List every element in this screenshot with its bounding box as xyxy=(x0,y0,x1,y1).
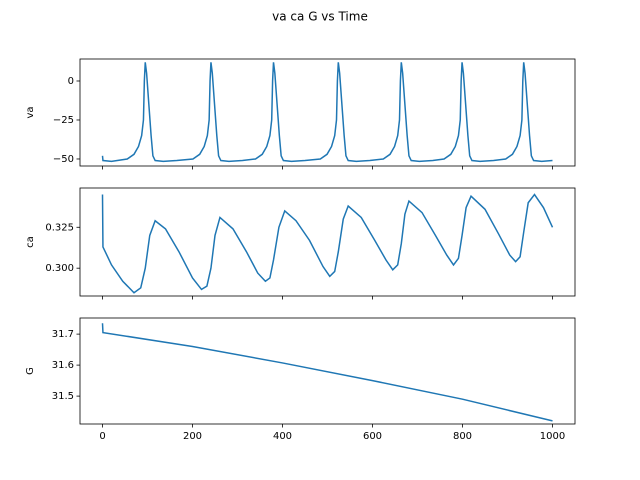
x-tick-label: 0 xyxy=(99,431,105,442)
x-tick-label: 800 xyxy=(453,431,472,442)
x-tick-label: 400 xyxy=(273,431,292,442)
data-line xyxy=(101,62,553,163)
data-line xyxy=(101,193,554,294)
y-tick-label: 31.6 xyxy=(52,360,74,371)
y-tick-label: 0 xyxy=(68,76,74,87)
y-tick-label: 31.7 xyxy=(52,329,74,340)
figure-title: va ca G vs Time xyxy=(272,10,368,24)
y-tick-label: 0.300 xyxy=(45,263,74,274)
y-axis-label: G xyxy=(25,367,36,375)
y-tick-label: −25 xyxy=(53,115,74,126)
x-tick-label: 600 xyxy=(363,431,382,442)
data-line xyxy=(101,323,553,422)
axes-frame xyxy=(79,187,576,297)
y-tick-label: −50 xyxy=(53,154,74,165)
axes-frame xyxy=(79,58,576,167)
x-tick-label: 200 xyxy=(183,431,202,442)
x-tick-label: 1000 xyxy=(540,431,565,442)
axes-frame xyxy=(79,317,576,425)
y-axis-label: va xyxy=(25,106,36,118)
y-axis-label: ca xyxy=(25,236,36,248)
y-tick-label: 0.325 xyxy=(45,222,74,233)
y-tick-label: 31.5 xyxy=(52,391,74,402)
